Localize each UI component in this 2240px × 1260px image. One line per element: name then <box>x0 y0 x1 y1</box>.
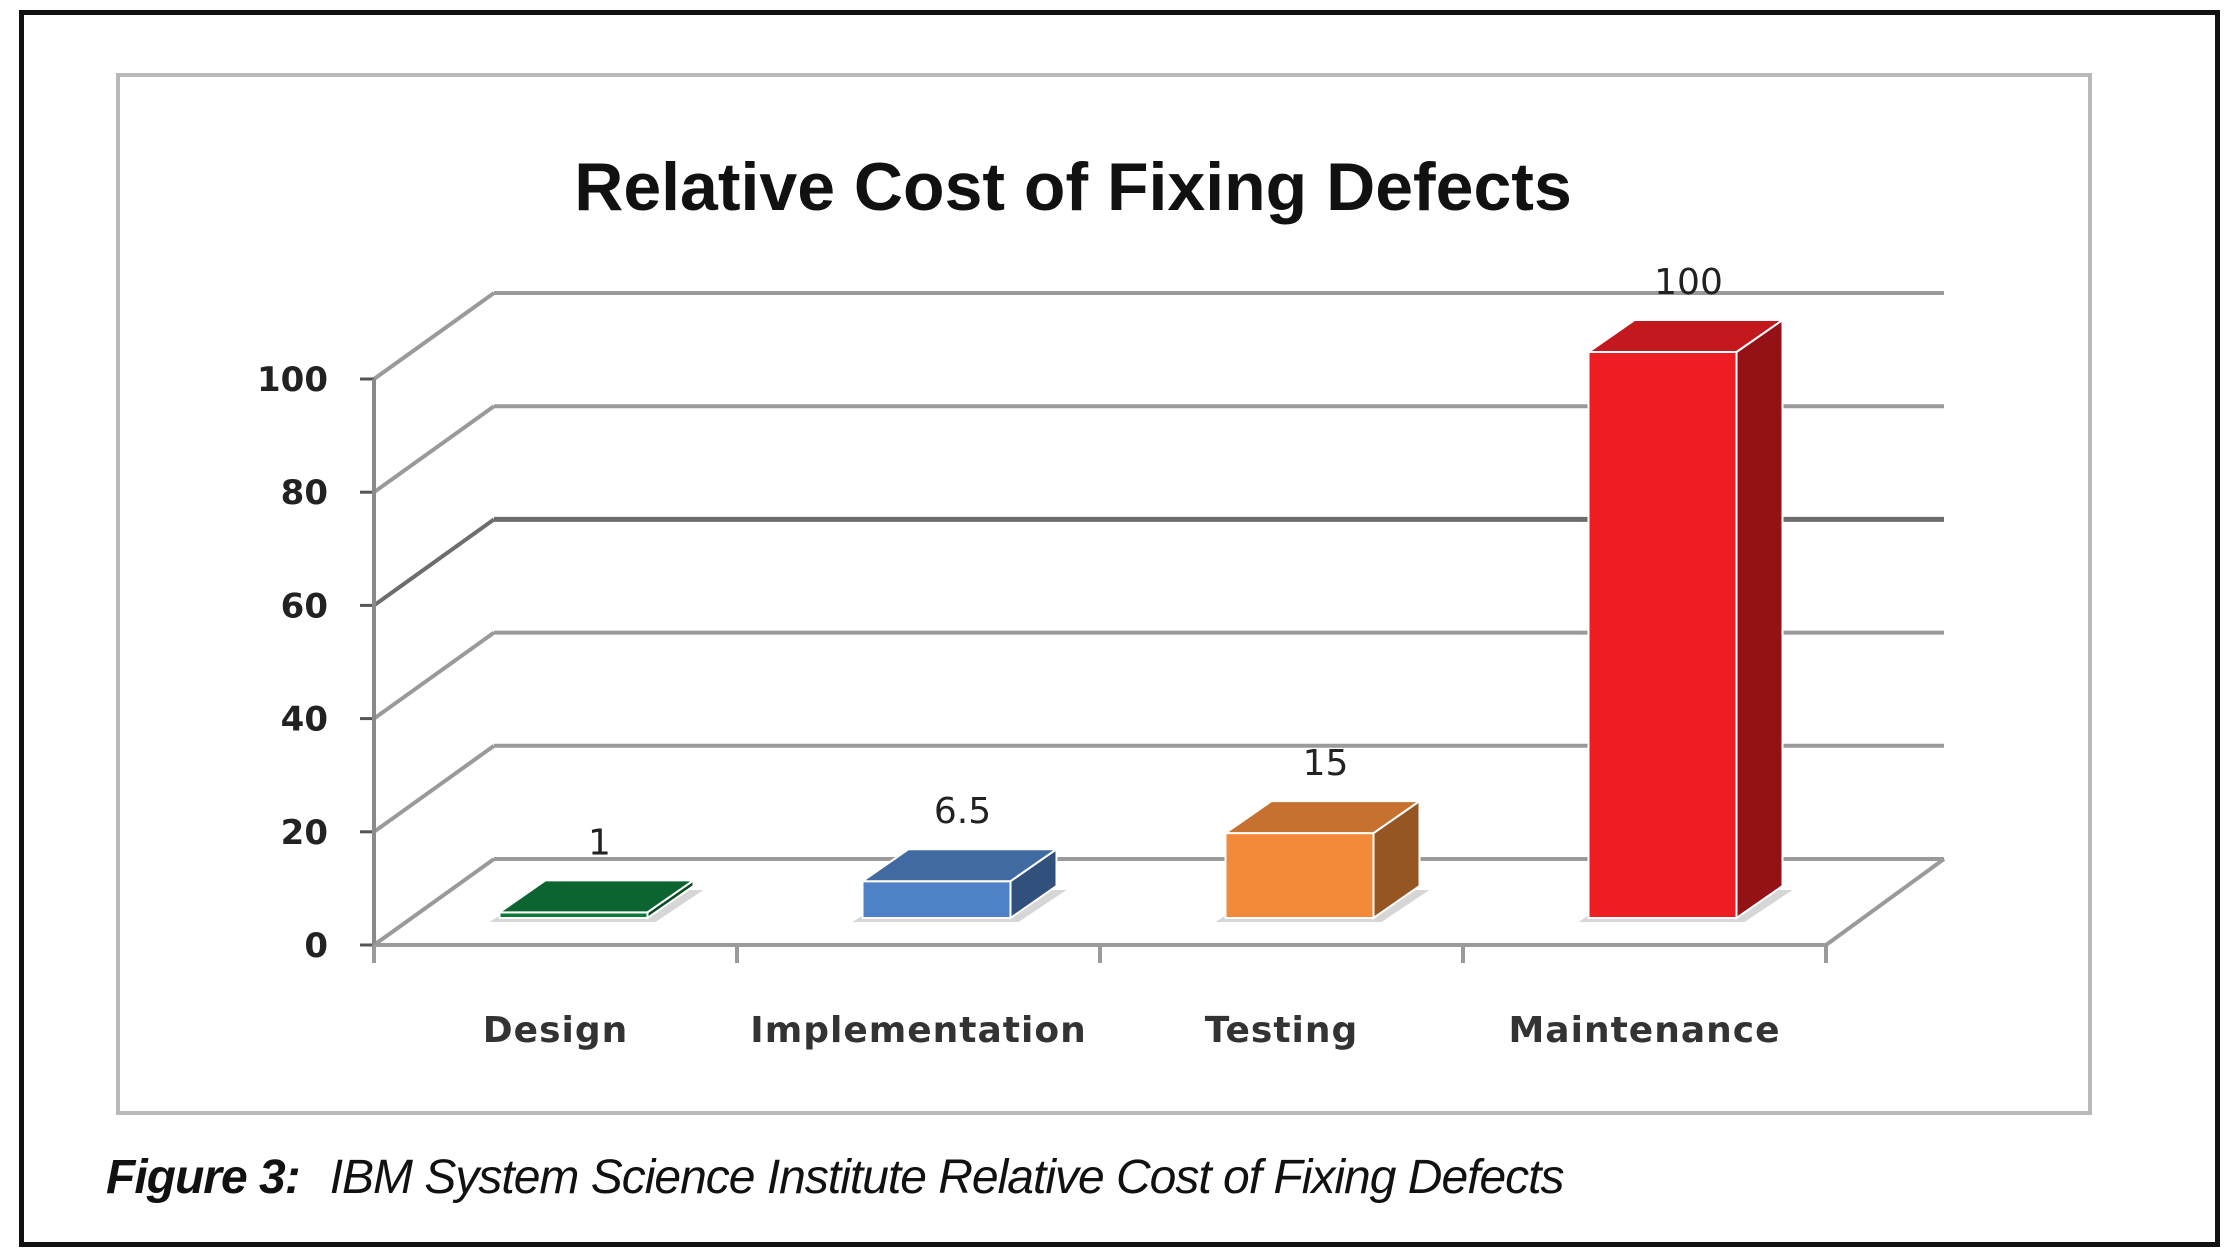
bar <box>852 847 1067 922</box>
side-gridline <box>372 291 496 381</box>
chart-title: Relative Cost of Fixing Defects <box>574 149 1572 225</box>
bar-value-label: 1 <box>588 822 611 863</box>
bar-value-label: 15 <box>1303 743 1349 784</box>
side-gridline <box>372 517 496 608</box>
bar-front <box>1224 832 1375 919</box>
x-category-label: Testing <box>1205 1010 1359 1051</box>
floor-right-edge <box>1824 857 1946 947</box>
chart-labels: 0 20 40 60 80 100 1 Design 6.5 Implementation 15 Te… <box>257 262 1780 1051</box>
bar-top <box>1585 319 1786 353</box>
bar-top <box>1222 800 1423 835</box>
bar-top <box>496 879 697 914</box>
figure-caption: Figure 3: IBM System Science Institute Re… <box>106 1150 1565 1205</box>
side-gridline <box>372 857 496 947</box>
y-tick-label: 40 <box>281 700 328 740</box>
y-tick-label: 60 <box>281 586 328 626</box>
bar-value-label: 6.5 <box>934 791 991 832</box>
bar-top <box>859 848 1060 883</box>
y-tick-label: 100 <box>257 360 328 400</box>
bar <box>1578 318 1793 922</box>
chart-bars <box>489 318 1793 922</box>
bar-front <box>861 880 1012 920</box>
y-tick-label: 80 <box>281 473 328 513</box>
caption-text: IBM System Science Institute Relative Co… <box>329 1151 1565 1204</box>
bar-side <box>1735 318 1784 920</box>
x-category-label: Maintenance <box>1508 1010 1780 1051</box>
side-gridline <box>372 744 496 834</box>
x-category-label: Design <box>483 1010 628 1051</box>
side-gridline <box>372 630 496 721</box>
y-tick-label: 20 <box>281 813 328 853</box>
bar-front <box>1587 351 1738 919</box>
bar <box>489 878 704 922</box>
y-tick-label: 0 <box>304 926 328 966</box>
caption-label: Figure 3: <box>106 1151 301 1204</box>
x-category-label: Implementation <box>750 1010 1086 1051</box>
bar-value-label: 100 <box>1654 262 1723 303</box>
bar <box>1215 799 1430 922</box>
side-gridline <box>372 404 496 494</box>
